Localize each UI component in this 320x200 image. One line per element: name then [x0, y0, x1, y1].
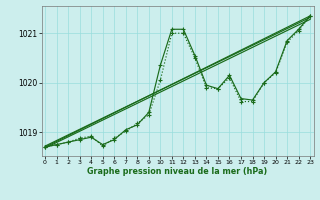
X-axis label: Graphe pression niveau de la mer (hPa): Graphe pression niveau de la mer (hPa) [87, 167, 268, 176]
